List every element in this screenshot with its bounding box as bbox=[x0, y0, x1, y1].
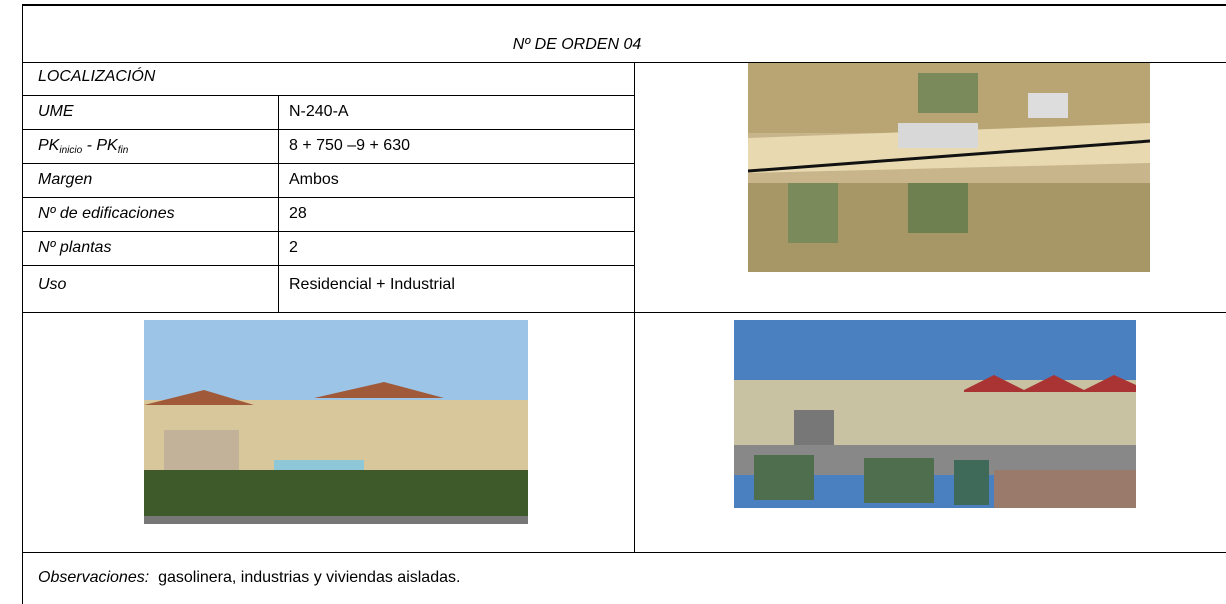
border bbox=[22, 163, 634, 164]
aerial-map bbox=[748, 63, 1150, 272]
border bbox=[22, 62, 1226, 63]
label-sub: inicio bbox=[59, 145, 83, 156]
row-value: 2 bbox=[289, 239, 298, 256]
row-label: UME bbox=[38, 103, 74, 120]
label-part: - PK bbox=[82, 137, 118, 154]
border bbox=[22, 129, 634, 130]
photo-houses bbox=[144, 320, 528, 524]
row-value: N-240-A bbox=[289, 103, 349, 120]
row-label: Nº plantas bbox=[38, 239, 112, 256]
observations-text: gasolinera, industrias y viviendas aisla… bbox=[158, 569, 461, 586]
border bbox=[22, 231, 634, 232]
row-label: PKinicio - PKfin bbox=[38, 137, 129, 156]
border bbox=[22, 197, 634, 198]
row-value: Residencial + Industrial bbox=[289, 276, 455, 293]
label-part: PK bbox=[38, 137, 60, 154]
label-sub: fin bbox=[117, 145, 129, 156]
row-value: 28 bbox=[289, 205, 307, 222]
order-title: Nº DE ORDEN 04 bbox=[512, 36, 642, 53]
border bbox=[22, 552, 1226, 553]
row-label: Margen bbox=[38, 171, 93, 188]
row-value: 8 + 750 –9 + 630 bbox=[289, 137, 410, 154]
section-label: LOCALIZACIÓN bbox=[38, 68, 156, 85]
border bbox=[278, 95, 279, 312]
border bbox=[22, 4, 1226, 6]
row-label: Uso bbox=[38, 276, 67, 293]
border bbox=[22, 95, 634, 96]
border bbox=[22, 265, 634, 266]
row-value: Ambos bbox=[289, 171, 339, 188]
observations: Observaciones: gasolinera, industrias y … bbox=[38, 569, 460, 587]
border bbox=[634, 62, 635, 552]
border bbox=[22, 312, 1226, 313]
observations-label: Observaciones: bbox=[38, 569, 150, 586]
photo-industrial bbox=[734, 320, 1136, 508]
border bbox=[22, 4, 23, 604]
row-label: Nº de edificaciones bbox=[38, 205, 175, 222]
